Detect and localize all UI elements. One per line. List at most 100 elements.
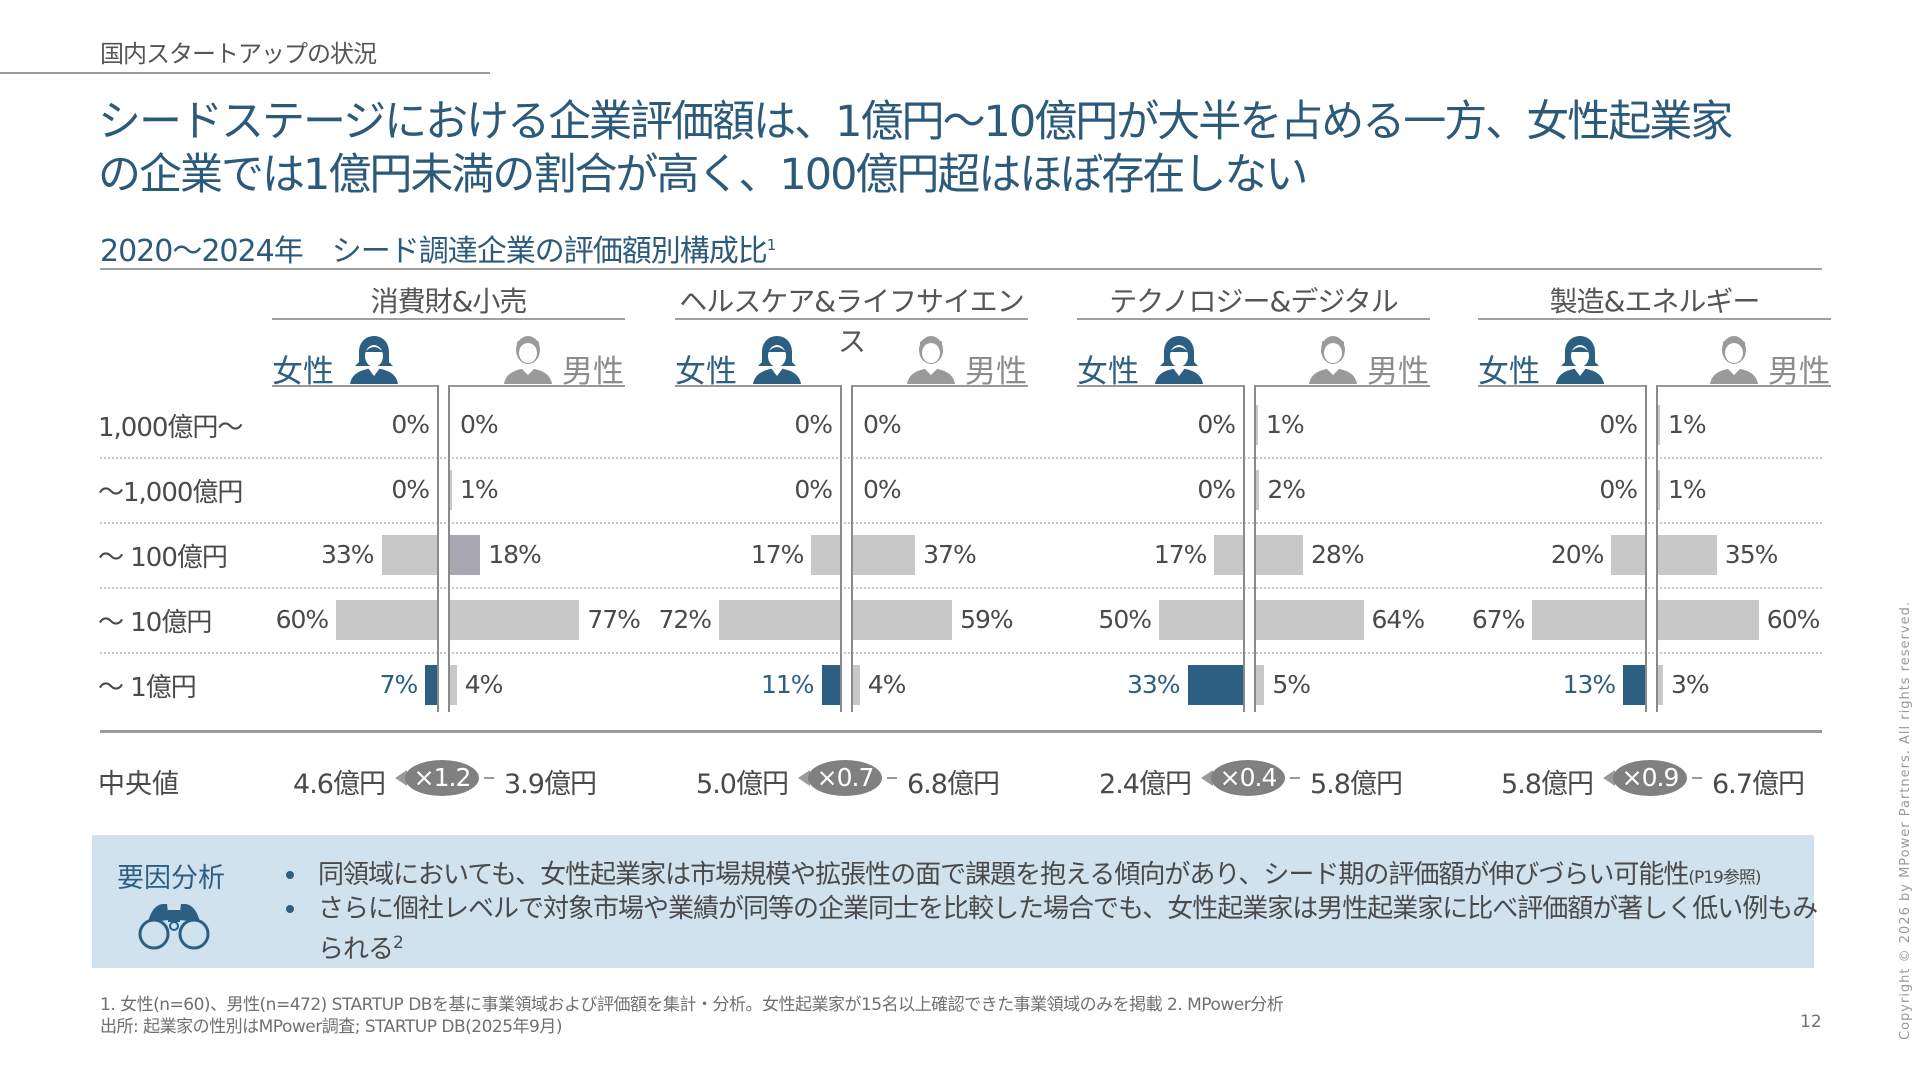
male-label: 男性 bbox=[562, 354, 624, 390]
bar-female bbox=[719, 600, 840, 640]
male-person-icon bbox=[500, 332, 556, 384]
bar-female bbox=[1611, 535, 1645, 575]
panel-title: 消費財&小売 bbox=[370, 285, 528, 318]
grid-line bbox=[100, 457, 1822, 459]
bar-male bbox=[853, 600, 953, 640]
footnote-ref: 1 bbox=[766, 236, 776, 254]
panel-title: ヘルスケア&ライフサイエンス bbox=[679, 285, 1025, 358]
male-value-label: 2% bbox=[1267, 475, 1306, 504]
panel-title-underline bbox=[1077, 318, 1430, 320]
arrow-tail bbox=[484, 777, 494, 779]
female-value-label: 33% bbox=[1126, 670, 1181, 699]
male-label: 男性 bbox=[965, 354, 1027, 390]
bullet-dot bbox=[286, 905, 294, 913]
arrow-left-icon bbox=[798, 770, 810, 786]
bar-female bbox=[1159, 600, 1243, 640]
female-header-line bbox=[1478, 385, 1645, 387]
male-person-icon bbox=[1706, 332, 1762, 384]
female-value-label: 17% bbox=[1153, 540, 1208, 569]
median-male: 6.8億円 bbox=[907, 769, 1000, 800]
female-value-label: 20% bbox=[1550, 540, 1605, 569]
female-axis bbox=[1645, 385, 1647, 712]
median-label: 中央値 bbox=[98, 769, 179, 800]
bullet-2-sup: 2 bbox=[393, 933, 404, 953]
chart-baseline bbox=[100, 730, 1822, 733]
bar-male bbox=[1256, 535, 1304, 575]
binoculars-icon bbox=[138, 904, 210, 950]
bullet-2-text: さらに個社レベルで対象市場や業績が同等の企業同士を比較した場合でも、女性起業家は… bbox=[318, 894, 1818, 965]
median-female: 5.0億円 bbox=[696, 769, 789, 800]
male-axis bbox=[851, 385, 853, 712]
male-value-label: 0% bbox=[863, 475, 902, 504]
ratio-badge: ×0.4 bbox=[1211, 760, 1285, 796]
male-value-label: 60% bbox=[1766, 605, 1821, 634]
row-label: ～ 100億円 bbox=[98, 543, 228, 573]
analysis-label: 要因分析 bbox=[117, 863, 225, 894]
female-header-line bbox=[272, 385, 437, 387]
row-label: ～ 10億円 bbox=[98, 608, 212, 638]
bar-male bbox=[450, 665, 457, 705]
footnote-source: 出所: 起業家の性別はMPower調査; STARTUP DB(2025年9月) bbox=[100, 1017, 562, 1037]
grid-line bbox=[100, 652, 1822, 654]
male-value-label: 4% bbox=[867, 670, 907, 699]
bar-female bbox=[1623, 665, 1645, 705]
median-female: 2.4億円 bbox=[1099, 769, 1192, 800]
bar-male bbox=[853, 665, 860, 705]
male-axis bbox=[448, 385, 450, 712]
female-label: 女性 bbox=[1478, 354, 1540, 390]
bar-male bbox=[450, 535, 481, 575]
female-header-line bbox=[1077, 385, 1243, 387]
title-line-2: の企業では1億円未満の割合が高く、100億円超はほぼ存在しない bbox=[98, 150, 1308, 200]
chart-title-text: 2020～2024年 シード調達企業の評価額別構成比 bbox=[100, 234, 768, 269]
bar-male bbox=[1256, 470, 1260, 510]
male-axis bbox=[1254, 385, 1256, 712]
ratio-badge: ×1.2 bbox=[405, 760, 479, 796]
male-value-label: 18% bbox=[488, 540, 542, 569]
bar-female bbox=[381, 535, 437, 575]
female-value-label: 0% bbox=[391, 410, 430, 439]
copyright-text: Copyright © 2026 by MPower Partners. All… bbox=[1898, 601, 1913, 1040]
bar-female bbox=[821, 665, 840, 705]
female-value-label: 7% bbox=[379, 670, 419, 699]
title-line-1: シードステージにおける企業評価額は、1億円～10億円が大半を占める一方、女性起業… bbox=[98, 97, 1733, 147]
male-value-label: 28% bbox=[1311, 540, 1365, 569]
female-value-label: 0% bbox=[794, 410, 833, 439]
analysis-bullet-2: さらに個社レベルで対象市場や業績が同等の企業同士を比較した場合でも、女性起業家は… bbox=[318, 892, 1828, 967]
arrow-tail bbox=[1692, 777, 1702, 779]
section-divider bbox=[0, 72, 490, 74]
female-value-label: 11% bbox=[760, 670, 815, 699]
grid-line bbox=[100, 587, 1822, 589]
chart-title-divider bbox=[100, 268, 1822, 270]
row-label: 1,000億円～ bbox=[98, 413, 243, 443]
female-person-icon bbox=[749, 332, 805, 384]
bar-female bbox=[811, 535, 840, 575]
copyright-notice: Copyright © 2026 by MPower Partners. All… bbox=[1898, 601, 1918, 1040]
female-axis bbox=[1243, 385, 1245, 712]
male-header-line bbox=[450, 385, 625, 387]
male-header-line bbox=[1658, 385, 1831, 387]
bar-female bbox=[1187, 665, 1243, 705]
male-value-label: 77% bbox=[587, 605, 641, 634]
male-person-icon bbox=[903, 332, 959, 384]
female-value-label: 13% bbox=[1562, 670, 1617, 699]
row-label: ～1,000億円 bbox=[98, 478, 243, 508]
female-value-label: 0% bbox=[794, 475, 833, 504]
female-value-label: 0% bbox=[391, 475, 430, 504]
male-value-label: 59% bbox=[960, 605, 1014, 634]
chart-title: 2020～2024年 シード調達企業の評価額別構成比1 bbox=[100, 226, 776, 270]
row-label: ～ 1億円 bbox=[98, 673, 197, 703]
male-value-label: 0% bbox=[863, 410, 902, 439]
male-person-icon bbox=[1305, 332, 1361, 384]
male-value-label: 1% bbox=[1668, 475, 1707, 504]
male-value-label: 1% bbox=[1668, 410, 1707, 439]
grid-line bbox=[100, 522, 1822, 524]
bar-male bbox=[450, 600, 580, 640]
bar-male bbox=[1658, 405, 1660, 445]
bar-male bbox=[1256, 600, 1364, 640]
bar-male bbox=[853, 535, 916, 575]
male-value-label: 37% bbox=[923, 540, 977, 569]
male-label: 男性 bbox=[1768, 354, 1830, 390]
panel-title: 製造&エネルギー bbox=[1549, 285, 1761, 318]
page-title: シードステージにおける企業評価額は、1億円～10億円が大半を占める一方、女性起業… bbox=[98, 96, 1858, 202]
ratio-badge: ×0.7 bbox=[808, 760, 882, 796]
